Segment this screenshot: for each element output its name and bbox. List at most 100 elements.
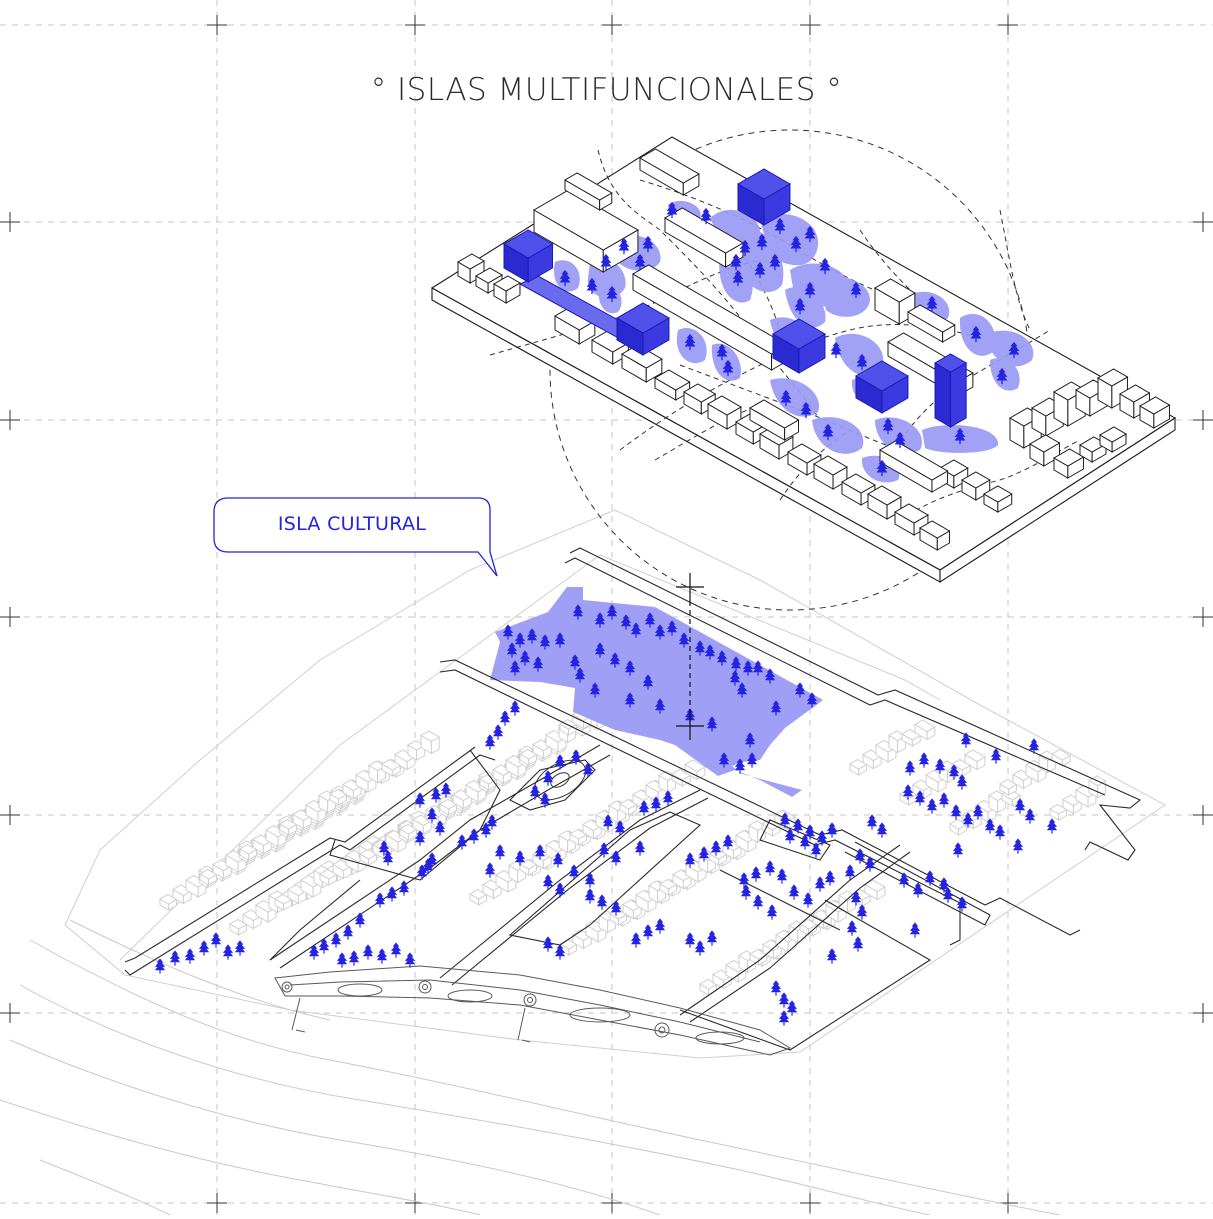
building-block: [564, 172, 613, 211]
tree-icon: [810, 841, 822, 859]
building-block: [762, 939, 783, 960]
tree-icon: [770, 979, 782, 997]
tree-icon: [198, 939, 210, 957]
multifunctional-volume: [616, 302, 670, 356]
building-block: [420, 730, 441, 755]
building-block: [1079, 436, 1107, 463]
tree-icon: [918, 751, 930, 769]
building-block: [279, 818, 298, 836]
waterfront-promenade: [274, 965, 792, 1056]
building-block: [907, 304, 956, 343]
tree-icon: [802, 891, 814, 909]
building-volumes: [457, 148, 1171, 551]
building-block: [862, 749, 883, 770]
tree-icon: [390, 941, 402, 959]
building-block: [1062, 794, 1083, 815]
tree-icon: [876, 821, 888, 839]
building-block: [492, 764, 513, 785]
green-island: [812, 417, 864, 454]
building-block: [172, 884, 193, 905]
tree-icon: [584, 871, 596, 889]
green-island: [785, 287, 826, 328]
building-block: [684, 759, 706, 781]
building-block: [712, 969, 733, 990]
tree-icon: [950, 803, 962, 821]
building-block: [639, 148, 700, 196]
tree-icon: [898, 871, 910, 889]
tree-icon: [308, 943, 320, 961]
tree-icon: [766, 903, 778, 921]
tree-icon: [404, 951, 416, 969]
building-block: [332, 859, 353, 880]
building-block: [879, 440, 949, 493]
tree-icon: [776, 867, 788, 885]
tree-icon: [642, 923, 654, 941]
tree-icon: [414, 791, 426, 809]
building-block: [533, 189, 639, 273]
tree-icon: [542, 935, 554, 953]
tree-icon: [376, 947, 388, 965]
tree-icon: [694, 939, 706, 957]
building-block: [622, 899, 643, 920]
building-block: [545, 729, 567, 753]
tree-icon: [468, 827, 480, 845]
tree-icon: [706, 929, 718, 947]
green-island: [760, 214, 819, 266]
tree-icon: [904, 759, 916, 777]
tree-icon: [856, 903, 868, 921]
building-block: [242, 909, 263, 930]
building-block: [919, 520, 951, 551]
building-block: [864, 879, 886, 901]
building-block: [813, 455, 848, 490]
tree-icon: [740, 883, 752, 901]
tree-icon: [750, 865, 762, 883]
tree-icon: [1046, 817, 1058, 835]
tree-icon: [492, 723, 504, 741]
contour-lines: [0, 919, 1061, 1216]
tree-icon: [952, 841, 964, 859]
building-block: [964, 749, 986, 771]
tree-icon: [330, 931, 342, 949]
building-block: [457, 253, 485, 284]
tree-icon: [184, 947, 196, 965]
callout-bubble: [213, 497, 498, 577]
building-blocks: [159, 688, 1107, 996]
building-block: [385, 829, 407, 853]
tree-icon: [440, 781, 452, 799]
building-block: [894, 503, 929, 536]
tree-icon: [909, 921, 921, 939]
building-block: [1049, 803, 1068, 821]
tree-icon: [764, 859, 776, 877]
tree-icon: [554, 881, 566, 899]
tree-icon: [826, 947, 838, 965]
tree-icon: [210, 931, 222, 949]
building-block: [707, 395, 742, 430]
tree-icon: [1024, 807, 1036, 825]
tree-icon: [342, 923, 354, 941]
tree-icon: [234, 939, 246, 957]
tree-icon: [499, 709, 511, 727]
tree-icon: [852, 935, 864, 953]
building-block: [875, 739, 897, 763]
building-block: [287, 884, 308, 905]
multifunctional-volume: [503, 229, 554, 283]
tree-icon: [960, 731, 972, 749]
tree-icon: [814, 875, 826, 893]
tree-icon: [654, 917, 666, 935]
tree-icon: [484, 861, 496, 879]
building-block: [407, 739, 426, 761]
multifunctional-volumes: [503, 168, 968, 428]
tree-icon: [584, 887, 596, 905]
tree-icon: [924, 869, 936, 887]
tree-icon: [354, 911, 366, 929]
building-block: [949, 818, 968, 836]
tree-icon: [554, 753, 566, 771]
building-block: [439, 798, 458, 816]
tree-icon: [866, 813, 878, 831]
tree-icon: [912, 881, 924, 899]
callout-label: ISLA CULTURAL: [277, 513, 427, 535]
building-block: [983, 485, 1013, 513]
tree-icon: [864, 855, 876, 873]
